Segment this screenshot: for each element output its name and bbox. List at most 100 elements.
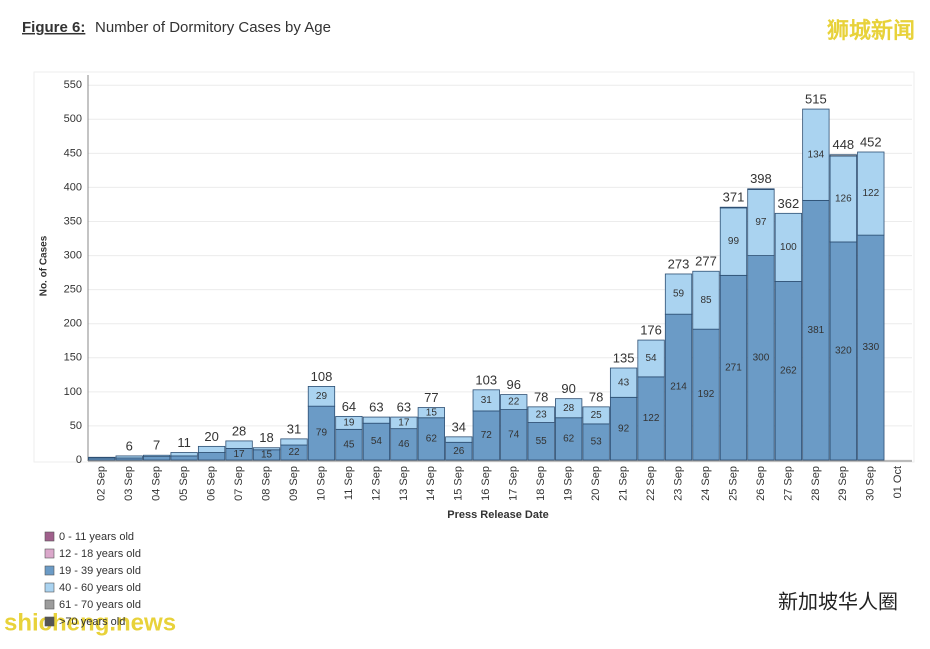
x-tick-label: 08 Sep: [260, 466, 272, 501]
total-label: 371: [723, 190, 745, 205]
bar-segment: [802, 108, 830, 201]
watermark: 新加坡华人圈: [778, 590, 898, 613]
legend-label: 0 - 11 years old: [59, 531, 134, 543]
x-tick-label: 28 Sep: [810, 466, 822, 501]
bar-segment: [774, 281, 803, 461]
y-tick-label: 50: [70, 420, 82, 432]
bar-segment: [829, 241, 857, 461]
bar-segment: [417, 417, 445, 461]
segment-label: 92: [618, 423, 630, 434]
y-tick-label: 300: [64, 249, 82, 261]
x-tick-label: 16 Sep: [480, 466, 492, 501]
segment-label: 54: [371, 436, 383, 447]
segment-label: 15: [426, 407, 438, 418]
x-tick-label: 29 Sep: [837, 466, 849, 501]
segment-label: 330: [862, 342, 879, 353]
x-tick-label: 22 Sep: [645, 466, 657, 501]
segment-label: 122: [643, 413, 660, 424]
bar-segment: [637, 339, 665, 378]
bar-segment: [857, 234, 885, 461]
total-label: 6: [126, 438, 133, 453]
total-label: 63: [369, 400, 383, 415]
y-tick-label: 250: [64, 284, 82, 296]
bar-segment: [252, 447, 281, 451]
legend-swatch: [44, 565, 55, 576]
bar-segment: [829, 154, 857, 157]
bar-segment: [664, 313, 693, 461]
bar-segment: [582, 423, 610, 461]
legend-swatch: [44, 599, 55, 610]
segment-label: 79: [316, 428, 328, 439]
x-tick-label: 25 Sep: [727, 466, 739, 501]
segment-label: 26: [453, 446, 465, 457]
bar-segment: [857, 151, 885, 236]
bar-segment: [143, 456, 171, 461]
watermark: shicheng.news: [4, 609, 176, 636]
segment-label: 74: [508, 429, 520, 440]
total-label: 277: [695, 254, 717, 269]
bar-segment: [609, 367, 638, 398]
bar-segment: [719, 274, 748, 461]
y-tick-label: 0: [76, 454, 82, 466]
total-label: 7: [153, 438, 160, 453]
x-tick-label: 06 Sep: [206, 466, 218, 501]
segment-label: 19: [343, 418, 355, 429]
total-label: 452: [860, 134, 882, 149]
total-label: 448: [832, 137, 854, 152]
y-tick-label: 450: [64, 147, 82, 159]
total-label: 64: [342, 399, 356, 414]
segment-label: 25: [591, 410, 603, 421]
bar-segment: [280, 438, 308, 446]
x-tick-label: 30 Sep: [865, 466, 877, 501]
segment-label: 17: [398, 418, 410, 429]
legend-label: 12 - 18 years old: [59, 548, 141, 560]
segment-label: 192: [698, 389, 715, 400]
bar-segment: [719, 206, 748, 209]
x-tick-label: 03 Sep: [123, 466, 135, 501]
y-tick-label: 500: [64, 113, 82, 125]
bar-segment: [170, 452, 198, 457]
bar-segment: [307, 405, 336, 461]
segment-label: 320: [835, 346, 852, 357]
bar-segment: [747, 255, 775, 461]
segment-label: 122: [862, 188, 879, 199]
bar-segment: [472, 389, 500, 412]
bar-segment: [307, 386, 336, 407]
total-label: 362: [778, 196, 800, 211]
total-label: 31: [287, 421, 301, 436]
total-label: 78: [534, 389, 548, 404]
segment-label: 59: [673, 289, 685, 300]
bar-segment: [829, 155, 857, 243]
segment-label: 72: [481, 430, 493, 441]
total-label: 398: [750, 171, 772, 186]
legend-label: 19 - 39 years old: [59, 565, 141, 577]
legend-label: >70 years old: [59, 616, 125, 628]
x-tick-label: 20 Sep: [590, 466, 602, 501]
segment-label: 43: [618, 377, 630, 388]
total-label: 135: [613, 350, 635, 365]
segment-label: 126: [835, 194, 852, 205]
segment-label: 31: [481, 395, 493, 406]
legend-label: 61 - 70 years old: [59, 599, 141, 611]
y-axis-title: No. of Cases: [39, 235, 50, 296]
bar-segment: [582, 406, 610, 425]
segment-label: 300: [753, 352, 770, 363]
y-tick-label: 150: [64, 352, 82, 364]
segment-label: 53: [591, 437, 603, 448]
segment-label: 45: [343, 439, 355, 450]
legend-swatch: [44, 548, 55, 559]
x-tick-label: 17 Sep: [508, 466, 520, 501]
total-label: 78: [589, 389, 603, 404]
total-label: 108: [311, 369, 333, 384]
plot-frame: [33, 71, 915, 463]
x-tick-label: 18 Sep: [535, 466, 547, 501]
segment-label: 214: [670, 382, 687, 393]
x-tick-label: 27 Sep: [782, 466, 794, 501]
total-label: 11: [177, 435, 191, 450]
bar-segment: [555, 417, 583, 461]
x-tick-label: 13 Sep: [398, 466, 410, 501]
bar-segment: [362, 416, 391, 424]
segment-label: 15: [261, 450, 273, 461]
segment-label: 62: [426, 434, 438, 445]
bar-segment: [664, 273, 693, 315]
